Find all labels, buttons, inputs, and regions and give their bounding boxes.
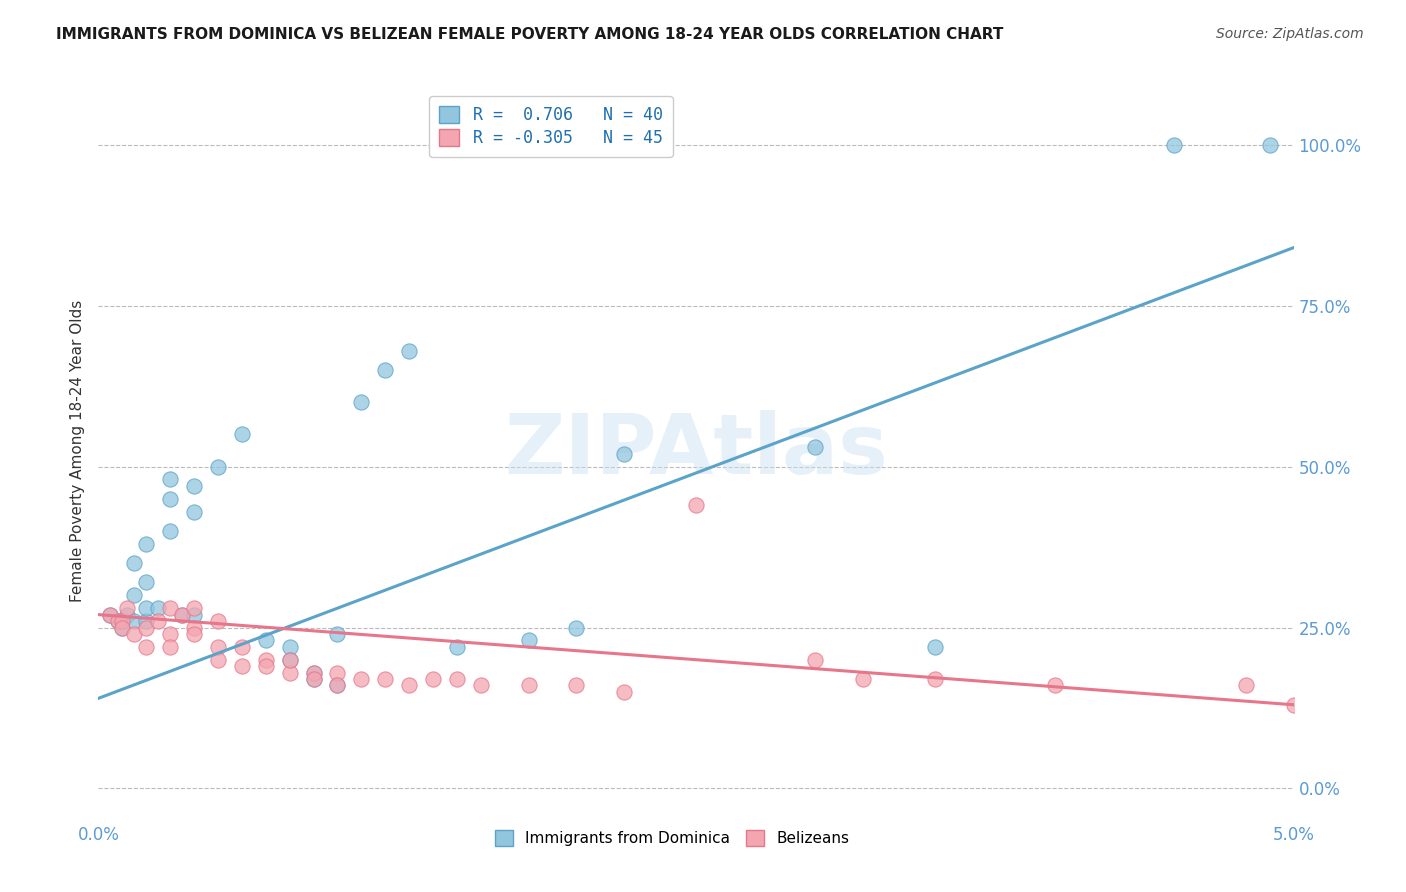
Point bbox=[207, 614, 229, 628]
Point bbox=[124, 588, 146, 602]
Point bbox=[183, 479, 205, 493]
Point bbox=[517, 678, 540, 692]
Point bbox=[470, 678, 492, 692]
Point bbox=[183, 627, 205, 641]
Point bbox=[135, 537, 157, 551]
Point bbox=[326, 678, 349, 692]
Point bbox=[1282, 698, 1305, 712]
Point bbox=[278, 640, 301, 654]
Point bbox=[446, 640, 468, 654]
Point bbox=[111, 620, 134, 634]
Point bbox=[254, 659, 277, 673]
Point bbox=[1163, 137, 1185, 152]
Point bbox=[135, 640, 157, 654]
Point bbox=[111, 614, 134, 628]
Point bbox=[350, 672, 373, 686]
Point bbox=[135, 575, 157, 590]
Point bbox=[183, 620, 205, 634]
Point bbox=[422, 672, 444, 686]
Point bbox=[398, 343, 420, 358]
Point bbox=[446, 672, 468, 686]
Point bbox=[107, 614, 129, 628]
Point bbox=[1234, 678, 1257, 692]
Point bbox=[326, 665, 349, 680]
Text: IMMIGRANTS FROM DOMINICA VS BELIZEAN FEMALE POVERTY AMONG 18-24 YEAR OLDS CORREL: IMMIGRANTS FROM DOMINICA VS BELIZEAN FEM… bbox=[56, 27, 1004, 42]
Point bbox=[159, 472, 181, 486]
Point bbox=[374, 672, 396, 686]
Point bbox=[302, 672, 325, 686]
Point bbox=[124, 627, 146, 641]
Point bbox=[302, 672, 325, 686]
Point bbox=[278, 653, 301, 667]
Point bbox=[98, 607, 122, 622]
Point bbox=[231, 659, 253, 673]
Text: ZIPAtlas: ZIPAtlas bbox=[503, 410, 889, 491]
Point bbox=[852, 672, 875, 686]
Point bbox=[172, 607, 194, 622]
Point bbox=[207, 459, 229, 474]
Point bbox=[124, 614, 146, 628]
Point bbox=[517, 633, 540, 648]
Point bbox=[159, 627, 181, 641]
Point bbox=[804, 653, 827, 667]
Point bbox=[159, 640, 181, 654]
Point bbox=[135, 614, 157, 628]
Point bbox=[159, 491, 181, 506]
Point bbox=[565, 620, 588, 634]
Point bbox=[231, 640, 253, 654]
Point bbox=[172, 607, 194, 622]
Text: Source: ZipAtlas.com: Source: ZipAtlas.com bbox=[1216, 27, 1364, 41]
Point bbox=[135, 620, 157, 634]
Point bbox=[302, 665, 325, 680]
Point bbox=[924, 640, 946, 654]
Point bbox=[613, 447, 636, 461]
Point bbox=[107, 614, 129, 628]
Point bbox=[231, 427, 253, 442]
Point bbox=[111, 620, 134, 634]
Point bbox=[115, 601, 138, 615]
Legend: Immigrants from Dominica, Belizeans: Immigrants from Dominica, Belizeans bbox=[488, 822, 856, 854]
Point bbox=[124, 556, 146, 570]
Point bbox=[183, 601, 205, 615]
Point bbox=[326, 627, 349, 641]
Point bbox=[183, 505, 205, 519]
Point bbox=[115, 607, 138, 622]
Point bbox=[135, 601, 157, 615]
Point bbox=[148, 601, 170, 615]
Point bbox=[278, 653, 301, 667]
Point bbox=[565, 678, 588, 692]
Point bbox=[207, 653, 229, 667]
Point bbox=[924, 672, 946, 686]
Point bbox=[148, 614, 170, 628]
Y-axis label: Female Poverty Among 18-24 Year Olds: Female Poverty Among 18-24 Year Olds bbox=[69, 300, 84, 601]
Point bbox=[374, 363, 396, 377]
Point bbox=[254, 633, 277, 648]
Point bbox=[278, 665, 301, 680]
Point bbox=[1258, 137, 1281, 152]
Point bbox=[159, 601, 181, 615]
Point bbox=[685, 498, 707, 512]
Point bbox=[183, 607, 205, 622]
Point bbox=[350, 395, 373, 409]
Point bbox=[326, 678, 349, 692]
Point bbox=[159, 524, 181, 538]
Point bbox=[804, 440, 827, 454]
Point bbox=[254, 653, 277, 667]
Point bbox=[302, 665, 325, 680]
Point bbox=[398, 678, 420, 692]
Point bbox=[98, 607, 122, 622]
Point bbox=[111, 614, 134, 628]
Point bbox=[207, 640, 229, 654]
Point bbox=[1043, 678, 1066, 692]
Point bbox=[613, 685, 636, 699]
